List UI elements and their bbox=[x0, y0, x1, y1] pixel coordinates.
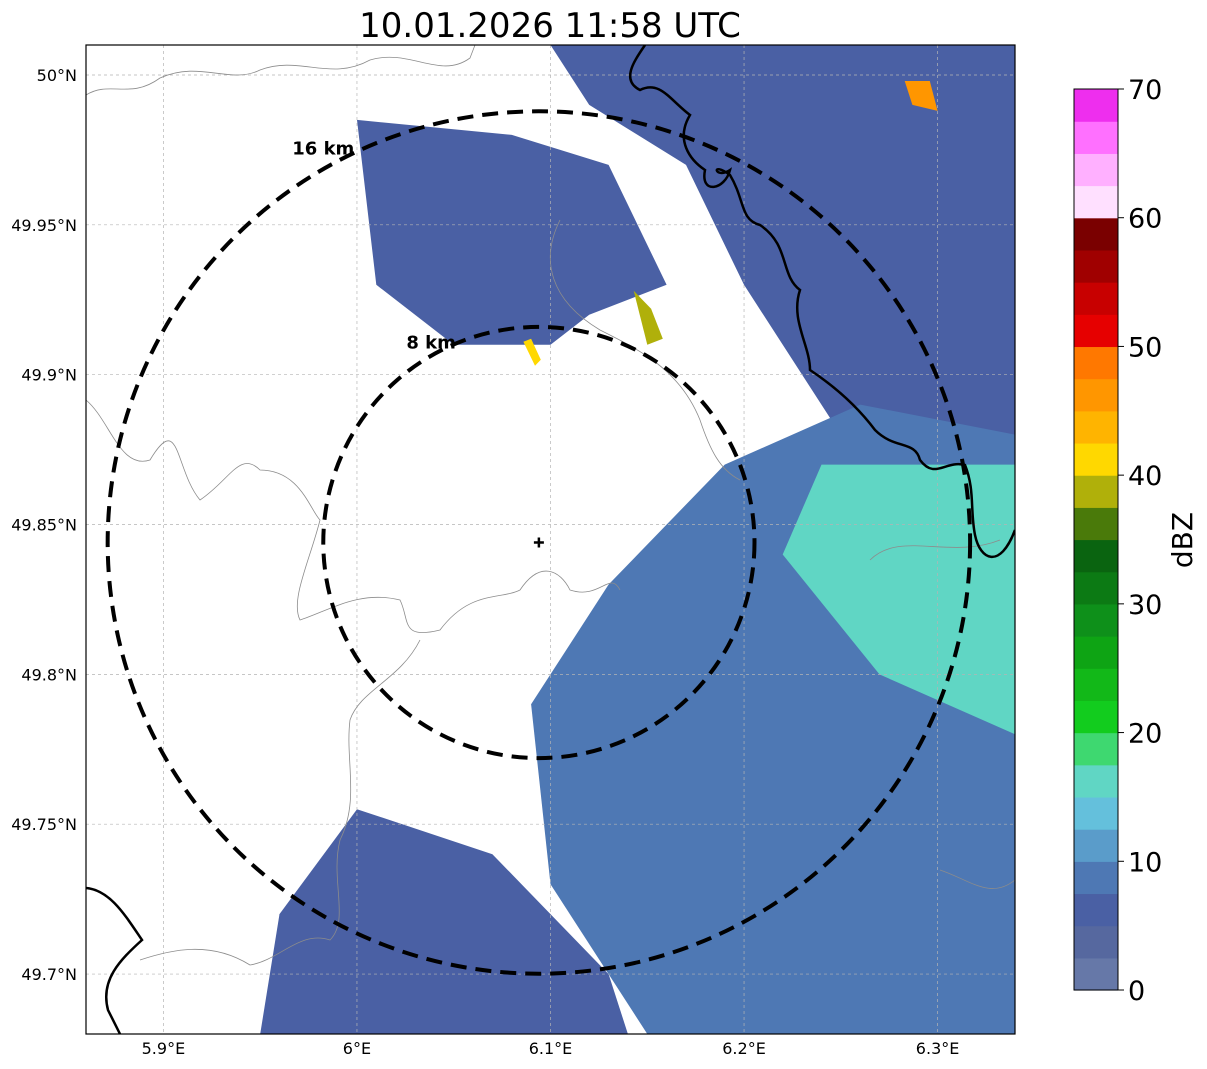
colorbar-bin bbox=[1074, 378, 1118, 412]
range-ring-16km bbox=[105, 109, 973, 976]
colorbar-frame bbox=[1073, 88, 1119, 991]
echo-northern-precip-band bbox=[357, 119, 667, 345]
echo-eastern-moderate-core bbox=[782, 464, 1015, 735]
colorbar-bin bbox=[1074, 442, 1118, 476]
colorbar-bin bbox=[1074, 829, 1118, 862]
lat-tick-label: 50°N bbox=[37, 66, 77, 85]
range-rings bbox=[105, 109, 973, 976]
colorbar-bin bbox=[1074, 89, 1118, 122]
lon-tick-label: 6.2°E bbox=[722, 1039, 766, 1058]
echo-southwest-precip-band bbox=[260, 809, 628, 1034]
colorbar-bin bbox=[1074, 185, 1118, 219]
range-ring-8km bbox=[321, 324, 757, 761]
colorbar-bin bbox=[1074, 153, 1118, 187]
colorbar-bin bbox=[1074, 764, 1118, 798]
colorbar-bin bbox=[1074, 346, 1118, 380]
colorbar-bin bbox=[1074, 539, 1118, 573]
lat-tick-label: 49.8°N bbox=[21, 665, 77, 684]
lat-tick-label: 49.85°N bbox=[11, 516, 77, 535]
colorbar-bin bbox=[1074, 668, 1118, 701]
lon-tick-label: 6.3°E bbox=[916, 1039, 960, 1058]
colorbar-bin bbox=[1074, 410, 1118, 444]
colorbar-tick-label: 60 bbox=[1128, 204, 1162, 235]
colorbar-bin bbox=[1074, 121, 1118, 154]
admin-line-east bbox=[869, 539, 1001, 561]
lon-tick-label: 6°E bbox=[343, 1039, 371, 1058]
colorbar-bin bbox=[1074, 796, 1118, 830]
echo-convective-cell-north bbox=[904, 81, 938, 111]
colorbar-tick-label: 70 bbox=[1128, 75, 1162, 106]
colorbar-unit-label: dBZ bbox=[1166, 512, 1199, 568]
colorbar-bin bbox=[1074, 314, 1118, 348]
lat-tick-label: 49.95°N bbox=[11, 216, 77, 235]
colorbar: 0 10 20 30 40 50 60 70 dBZ bbox=[1073, 75, 1199, 1007]
colorbar-bin bbox=[1074, 861, 1118, 895]
colorbar-tick-label: 10 bbox=[1128, 847, 1162, 878]
administrative-boundaries bbox=[86, 45, 1015, 966]
colorbar-bin bbox=[1074, 603, 1118, 637]
colorbar-bin bbox=[1074, 700, 1118, 734]
colorbar-bins bbox=[1074, 89, 1118, 991]
radar-echo-layer bbox=[260, 45, 1015, 1034]
admin-line-south bbox=[139, 639, 421, 966]
colorbar-tick-label: 0 bbox=[1128, 976, 1145, 1007]
range-ring-labels: 8 km 16 km bbox=[292, 138, 456, 353]
echo-northeast-precip-band bbox=[550, 45, 1015, 495]
lon-tick-label: 6.1°E bbox=[529, 1039, 573, 1058]
colorbar-bin bbox=[1074, 636, 1118, 669]
admin-line-central bbox=[549, 219, 741, 481]
colorbar-bin bbox=[1074, 893, 1118, 927]
admin-line-west bbox=[86, 399, 621, 634]
map-frame bbox=[85, 44, 1016, 1035]
figure-title: 10.01.2026 11:58 UTC bbox=[359, 6, 741, 46]
colorbar-bin bbox=[1074, 957, 1118, 991]
border-belgium-luxembourg bbox=[86, 886, 144, 1034]
colorbar-bin bbox=[1074, 249, 1118, 283]
colorbar-bin bbox=[1074, 925, 1118, 959]
admin-line-southeast bbox=[939, 869, 1015, 889]
lat-tick-label: 49.9°N bbox=[21, 366, 77, 385]
range-ring-label: 8 km bbox=[406, 332, 456, 353]
echo-convective-cell-center bbox=[633, 290, 663, 345]
colorbar-tick-label: 30 bbox=[1128, 590, 1162, 621]
map-panel[interactable]: 8 km 16 km bbox=[85, 44, 1016, 1035]
colorbar-bin bbox=[1074, 282, 1118, 315]
lat-tick-label: 49.7°N bbox=[21, 965, 77, 984]
colorbar-bin bbox=[1074, 507, 1118, 541]
colorbar-bin bbox=[1074, 475, 1118, 508]
radar-site-marker[interactable] bbox=[533, 537, 544, 548]
colorbar-tick-label: 50 bbox=[1128, 332, 1162, 363]
lon-tick-label: 5.9°E bbox=[142, 1039, 186, 1058]
colorbar-bin bbox=[1074, 732, 1118, 766]
colorbar-tick-label: 40 bbox=[1128, 461, 1162, 492]
colorbar-tick-label: 20 bbox=[1128, 719, 1162, 750]
colorbar-ticks: 0 10 20 30 40 50 60 70 bbox=[1118, 75, 1162, 1007]
range-ring-label: 16 km bbox=[292, 138, 354, 159]
echo-small-cell-west bbox=[523, 338, 541, 366]
admin-line-north bbox=[86, 45, 476, 96]
colorbar-bin bbox=[1074, 571, 1118, 605]
map-axis-labels: 5.9°E 6°E 6.1°E 6.2°E 6.3°E 50°N 49.95°N 49.9°N… bbox=[11, 66, 959, 1058]
colorbar-bin bbox=[1074, 217, 1118, 251]
lat-tick-label: 49.75°N bbox=[11, 815, 77, 834]
